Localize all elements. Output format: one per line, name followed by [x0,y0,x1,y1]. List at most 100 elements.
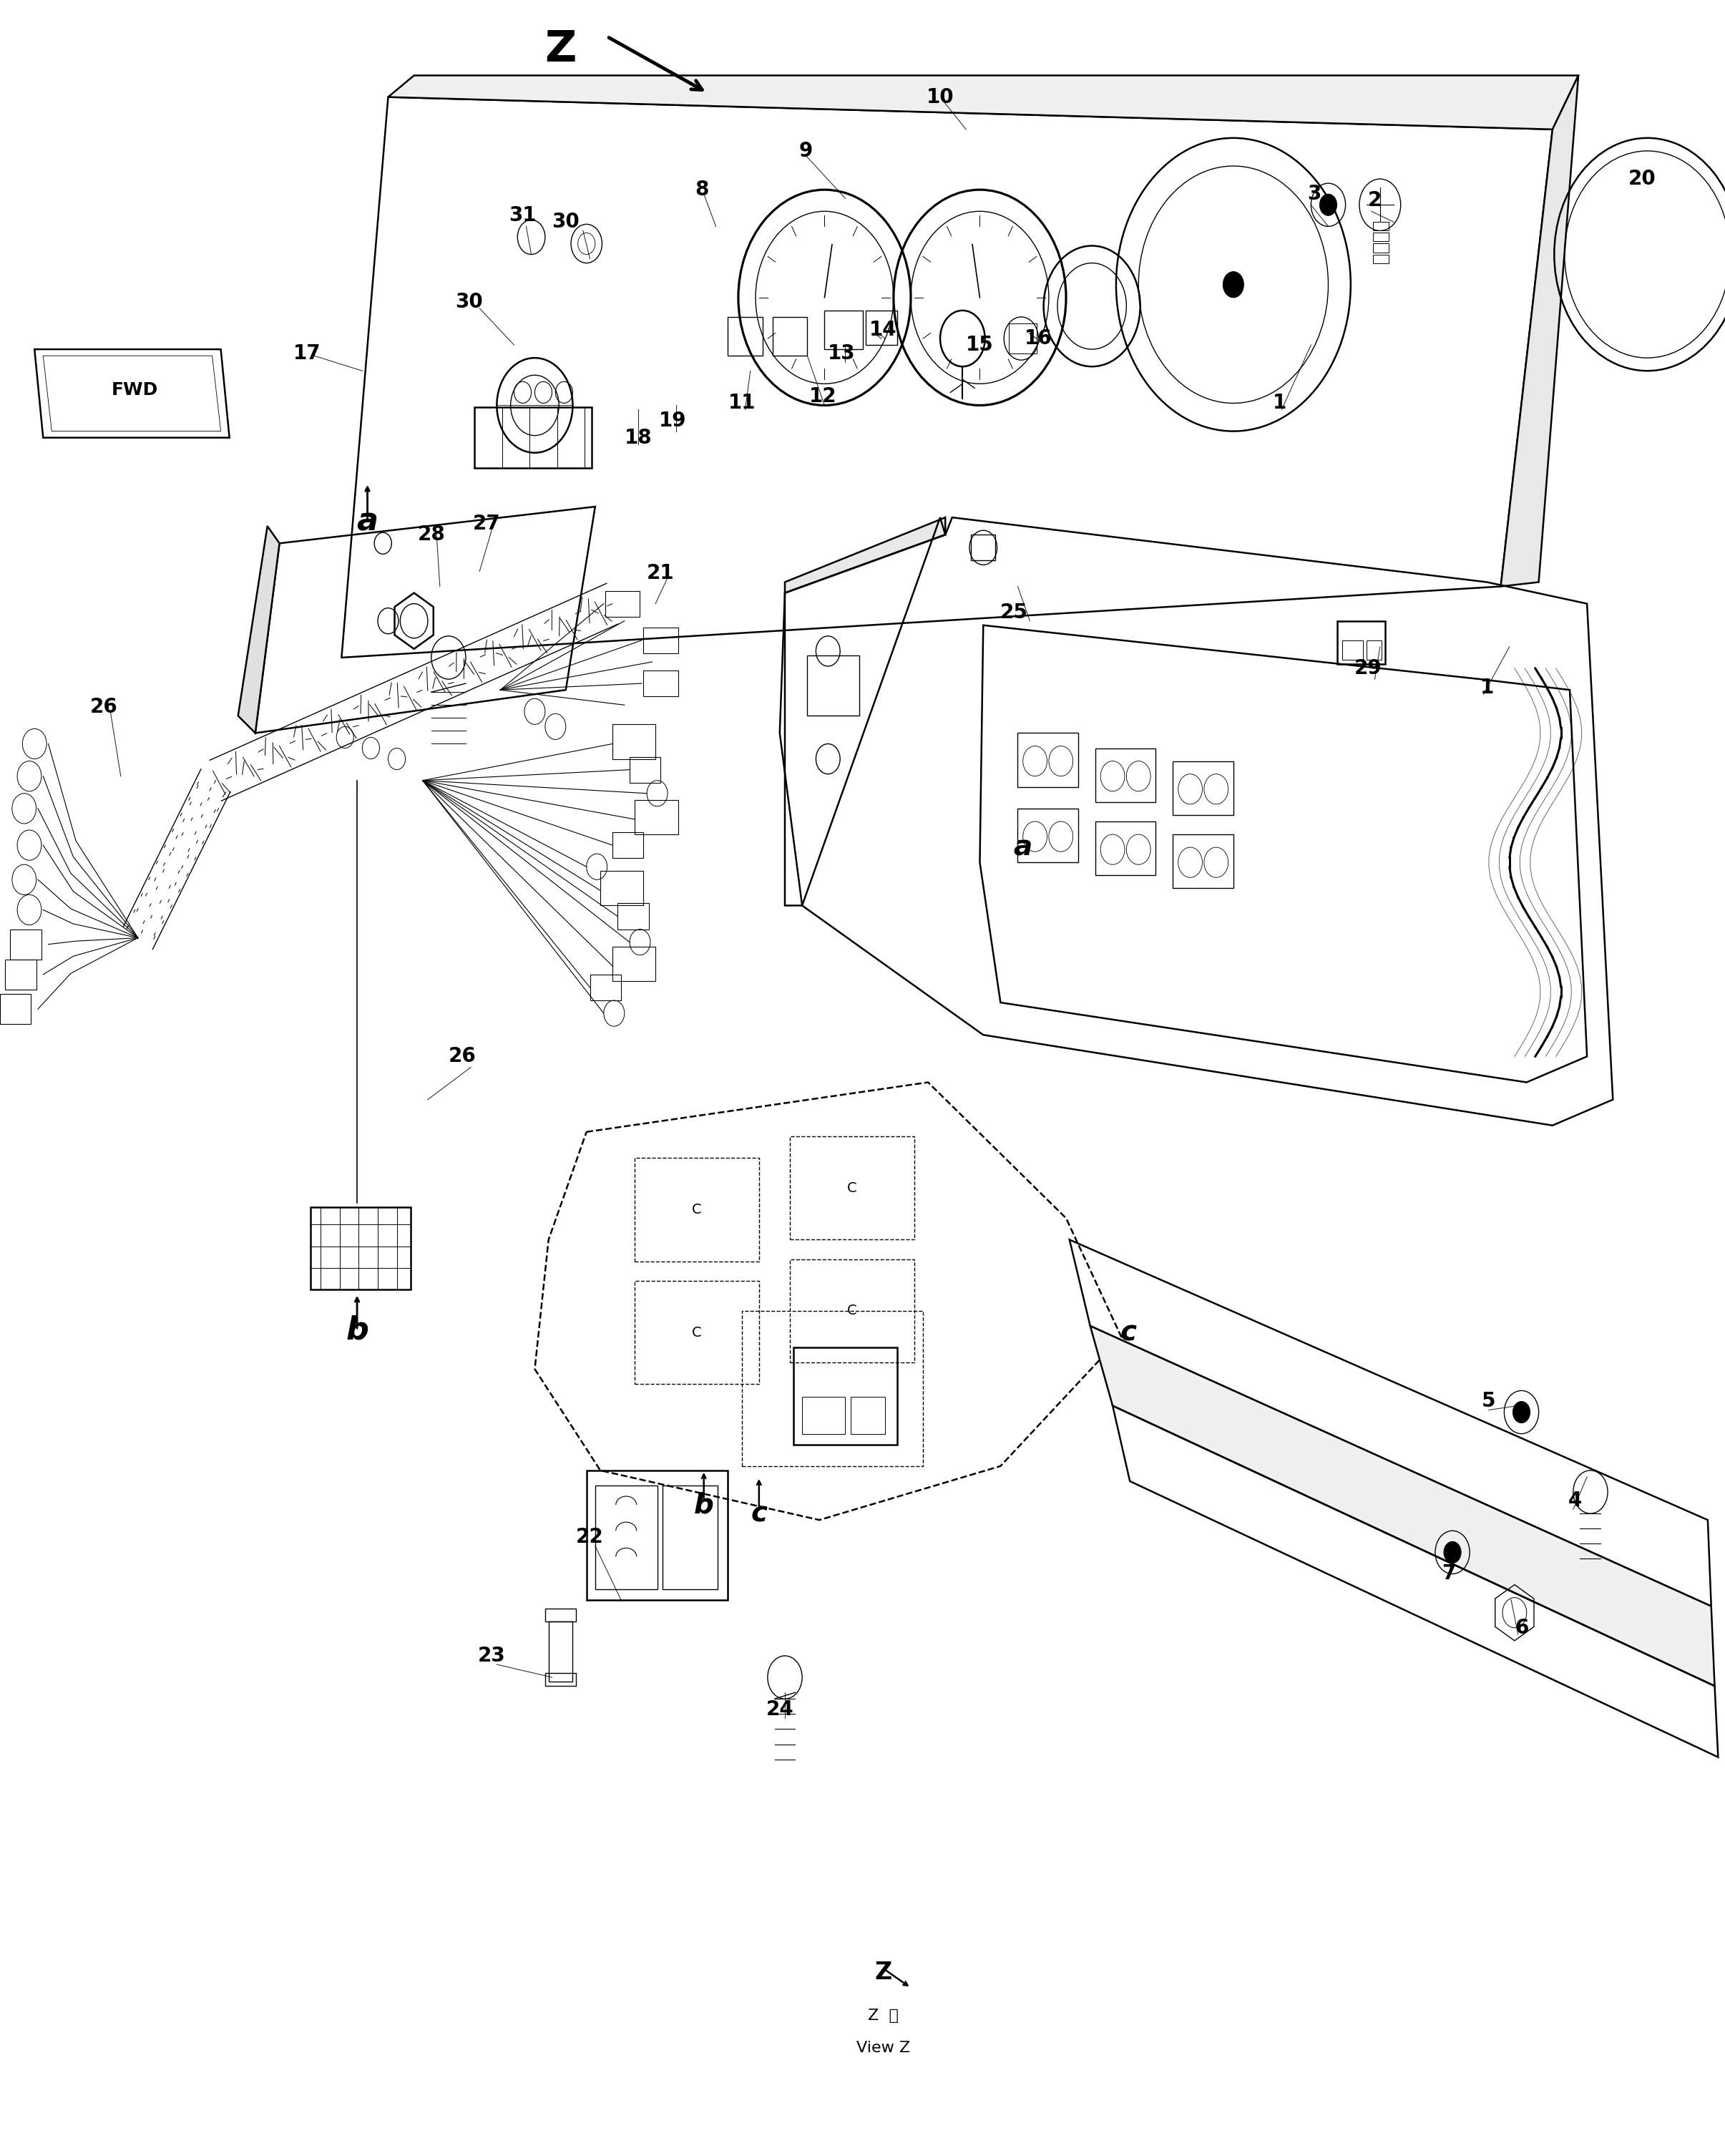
Polygon shape [785,517,945,593]
Bar [1373,222,1389,231]
Bar [1337,621,1385,664]
Bar [1373,244,1389,252]
Bar [1342,640,1363,660]
Text: 30: 30 [455,291,483,313]
Bar [612,946,656,981]
Text: b: b [345,1315,369,1345]
Text: 29: 29 [1354,658,1382,679]
Text: 14: 14 [869,319,897,341]
Text: 19: 19 [659,410,687,431]
Bar [612,832,643,858]
Bar [545,1608,576,1621]
Bar [1009,323,1037,354]
Text: 20: 20 [1628,168,1656,190]
Bar [635,1158,759,1261]
Text: 21: 21 [647,563,674,584]
Bar [1095,748,1156,802]
Bar [549,1621,573,1682]
Bar [728,317,762,356]
Text: 31: 31 [509,205,536,226]
Text: 2: 2 [1368,190,1382,211]
Text: C: C [847,1181,857,1194]
Bar [643,627,678,653]
Bar [10,929,41,959]
Text: 30: 30 [552,211,580,233]
Bar [825,310,862,349]
Text: c: c [750,1501,768,1526]
Text: 6: 6 [1515,1617,1528,1639]
Text: 3: 3 [1308,183,1321,205]
Circle shape [1223,272,1244,298]
Polygon shape [1501,75,1578,586]
Bar [1173,761,1233,815]
Bar [630,757,661,783]
Text: Z: Z [875,1962,892,1984]
Text: 8: 8 [695,179,709,201]
Bar [1018,733,1078,787]
Text: 12: 12 [809,386,837,407]
Bar [595,1485,657,1589]
Polygon shape [1090,1326,1715,1686]
Bar [605,591,640,617]
Bar [643,671,678,696]
Text: 1: 1 [1273,392,1287,414]
Bar [866,310,897,345]
Bar [5,959,36,990]
Bar [618,903,649,929]
Bar [1373,254,1389,263]
Text: 1: 1 [1480,677,1494,699]
Text: 17: 17 [293,343,321,364]
Bar [590,975,621,1000]
Bar [794,1348,897,1445]
Text: C: C [692,1326,702,1339]
Bar [662,1485,718,1589]
Bar [612,724,656,759]
Bar [742,1311,923,1466]
Bar [1366,640,1382,660]
Text: 25: 25 [1000,602,1028,623]
Bar [545,1673,576,1686]
Bar [790,1136,914,1240]
Bar [850,1397,885,1434]
Text: 9: 9 [799,140,812,162]
Text: 22: 22 [576,1526,604,1548]
Text: 5: 5 [1482,1391,1496,1412]
Bar [773,317,807,356]
Text: b: b [693,1492,714,1518]
Bar [586,1470,728,1600]
Text: FWD: FWD [110,382,159,399]
Text: 10: 10 [926,86,954,108]
Circle shape [1320,194,1337,216]
Text: 7: 7 [1442,1563,1456,1585]
Text: 23: 23 [478,1645,505,1667]
Text: c: c [1120,1319,1137,1345]
Text: C: C [847,1304,857,1317]
Bar [635,800,678,834]
Polygon shape [238,526,279,733]
Text: 15: 15 [966,334,994,356]
Bar [635,1281,759,1384]
Circle shape [1444,1542,1461,1563]
Text: 28: 28 [417,524,445,545]
Text: View Z: View Z [856,2042,911,2055]
Text: Z: Z [545,28,576,71]
Text: 26: 26 [449,1046,476,1067]
Text: Z  視: Z 視 [868,2009,899,2022]
Text: 11: 11 [728,392,756,414]
Bar [1173,834,1233,888]
Text: 26: 26 [90,696,117,718]
Bar [310,1207,411,1289]
Bar [600,871,643,906]
Bar [0,994,31,1024]
Circle shape [1513,1401,1530,1423]
Text: 13: 13 [828,343,856,364]
Bar [474,407,592,468]
Bar [807,655,859,716]
Polygon shape [388,75,1578,129]
Text: 16: 16 [1025,328,1052,349]
Text: 4: 4 [1568,1490,1582,1511]
Bar [1018,808,1078,862]
Text: 24: 24 [766,1699,794,1720]
Text: a: a [357,507,378,537]
Bar [790,1259,914,1363]
